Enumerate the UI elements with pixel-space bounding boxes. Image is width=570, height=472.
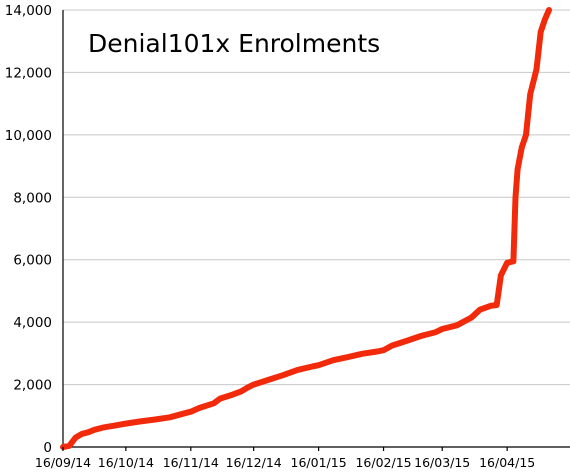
y-tick-label: 0: [43, 440, 52, 456]
y-tick-label: 10,000: [5, 128, 52, 144]
x-tick-label: 16/09/14: [35, 455, 91, 470]
chart-title: Denial101x Enrolments: [88, 29, 380, 58]
x-tick-label: 16/10/14: [98, 455, 154, 470]
plot-area: [60, 7, 552, 450]
x-tick-label: 16/12/14: [226, 455, 282, 470]
y-tick-label: 2,000: [13, 378, 52, 394]
axes: [62, 10, 570, 448]
x-tick-label: 16/02/15: [355, 455, 411, 470]
y-tick-label: 14,000: [5, 3, 52, 19]
x-tick-label: 16/04/15: [479, 455, 535, 470]
x-axis-ticks: 16/09/14 16/10/14 16/11/14 16/12/14 16/01/15…: [35, 447, 535, 470]
x-tick-label: 16/01/15: [291, 455, 347, 470]
enrolments-line: [60, 7, 552, 450]
y-tick-label: 4,000: [13, 315, 52, 331]
y-tick-label: 8,000: [13, 190, 52, 206]
x-tick-label: 16/03/15: [414, 455, 470, 470]
y-axis-ticks: 0 2,000 4,000 6,000 8,000 10,000 12,000 14,000: [5, 3, 52, 456]
grid-lines: [63, 9, 570, 386]
x-tick-label: 16/11/14: [163, 455, 219, 470]
y-tick-label: 12,000: [5, 65, 52, 81]
y-tick-label: 6,000: [13, 253, 52, 269]
